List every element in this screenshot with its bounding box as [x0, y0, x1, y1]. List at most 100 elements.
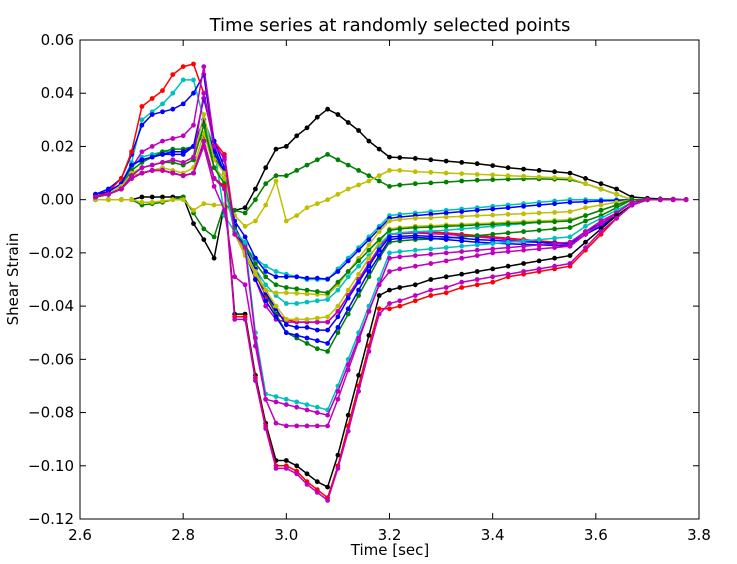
data-point	[222, 170, 227, 176]
data-point	[160, 168, 165, 173]
data-point	[397, 254, 403, 260]
data-point	[521, 211, 526, 217]
data-point	[139, 122, 145, 128]
data-point	[552, 169, 557, 175]
data-point	[443, 290, 449, 296]
data-point	[314, 319, 320, 325]
data-point	[304, 317, 310, 322]
data-point	[505, 221, 511, 227]
data-point	[428, 180, 434, 186]
data-point	[345, 306, 351, 312]
data-point	[536, 210, 542, 216]
data-point	[93, 194, 98, 200]
data-point	[552, 241, 557, 247]
data-point	[412, 253, 418, 258]
data-point	[273, 290, 279, 296]
data-point	[376, 293, 382, 298]
data-point	[149, 199, 155, 205]
data-point	[263, 396, 269, 402]
data-point	[567, 253, 573, 258]
data-point	[335, 452, 341, 458]
data-point	[222, 176, 227, 181]
data-point	[356, 338, 361, 344]
data-point	[376, 229, 382, 235]
data-point	[211, 184, 217, 189]
data-point	[474, 269, 480, 274]
data-point	[314, 315, 320, 321]
data-point	[614, 191, 619, 197]
data-point	[283, 301, 289, 306]
data-point	[232, 317, 238, 322]
data-point	[376, 247, 382, 253]
data-point	[345, 186, 351, 192]
data-point	[325, 498, 330, 503]
data-point	[567, 209, 573, 215]
series-2	[93, 152, 689, 240]
data-point	[170, 72, 176, 77]
data-point	[170, 106, 176, 112]
data-point	[201, 112, 207, 117]
data-point	[443, 214, 449, 220]
data-point	[387, 306, 392, 312]
data-point	[304, 291, 310, 297]
data-point	[356, 128, 361, 133]
data-point	[263, 274, 269, 280]
ticks-layer: 2.6 2.8 3.0 3.2 3.4 3.6 3.8 0.06 0.04 0.02 0.00 −0.…	[28, 31, 711, 544]
data-point	[314, 289, 320, 294]
data-point	[294, 423, 300, 429]
data-point	[428, 224, 434, 230]
data-point	[335, 466, 341, 471]
data-point	[253, 343, 258, 349]
data-point	[129, 162, 135, 168]
data-point	[201, 122, 207, 128]
data-point	[345, 162, 351, 168]
data-point	[443, 285, 449, 290]
data-point	[191, 61, 196, 67]
data-point	[253, 186, 258, 192]
data-point	[536, 237, 542, 243]
data-point	[505, 249, 511, 255]
y-tick-label: −0.02	[28, 244, 74, 262]
data-point	[335, 396, 341, 402]
data-point	[253, 197, 258, 203]
data-point	[129, 176, 135, 181]
data-point	[583, 218, 588, 224]
data-point	[314, 423, 320, 429]
data-point	[387, 218, 392, 224]
data-point	[263, 165, 269, 171]
data-point	[583, 176, 588, 181]
data-point	[304, 402, 310, 407]
data-point	[474, 247, 480, 253]
data-point	[294, 404, 300, 410]
data-point	[598, 181, 604, 187]
x-axis-label: Time [sec]	[350, 541, 429, 559]
data-point	[567, 225, 573, 231]
data-point	[170, 157, 176, 163]
data-point	[443, 234, 449, 240]
data-point	[443, 210, 449, 216]
data-point	[521, 220, 526, 226]
data-point	[273, 282, 279, 288]
data-point	[253, 218, 258, 224]
data-point	[314, 157, 320, 163]
data-point	[412, 263, 418, 269]
data-point	[191, 170, 196, 176]
data-point	[273, 274, 279, 280]
data-point	[263, 287, 269, 293]
data-point	[366, 178, 372, 184]
data-point	[428, 251, 434, 257]
data-point	[335, 191, 341, 197]
data-point	[273, 303, 279, 309]
data-point	[356, 287, 361, 293]
data-point	[160, 109, 165, 115]
data-point	[443, 274, 449, 280]
data-point	[180, 133, 186, 139]
data-point	[505, 165, 511, 171]
data-point	[325, 349, 330, 354]
data-point	[273, 178, 279, 184]
data-point	[106, 191, 111, 197]
data-point	[242, 210, 248, 216]
data-point	[583, 199, 588, 205]
data-point	[211, 255, 217, 261]
data-point	[180, 152, 186, 157]
